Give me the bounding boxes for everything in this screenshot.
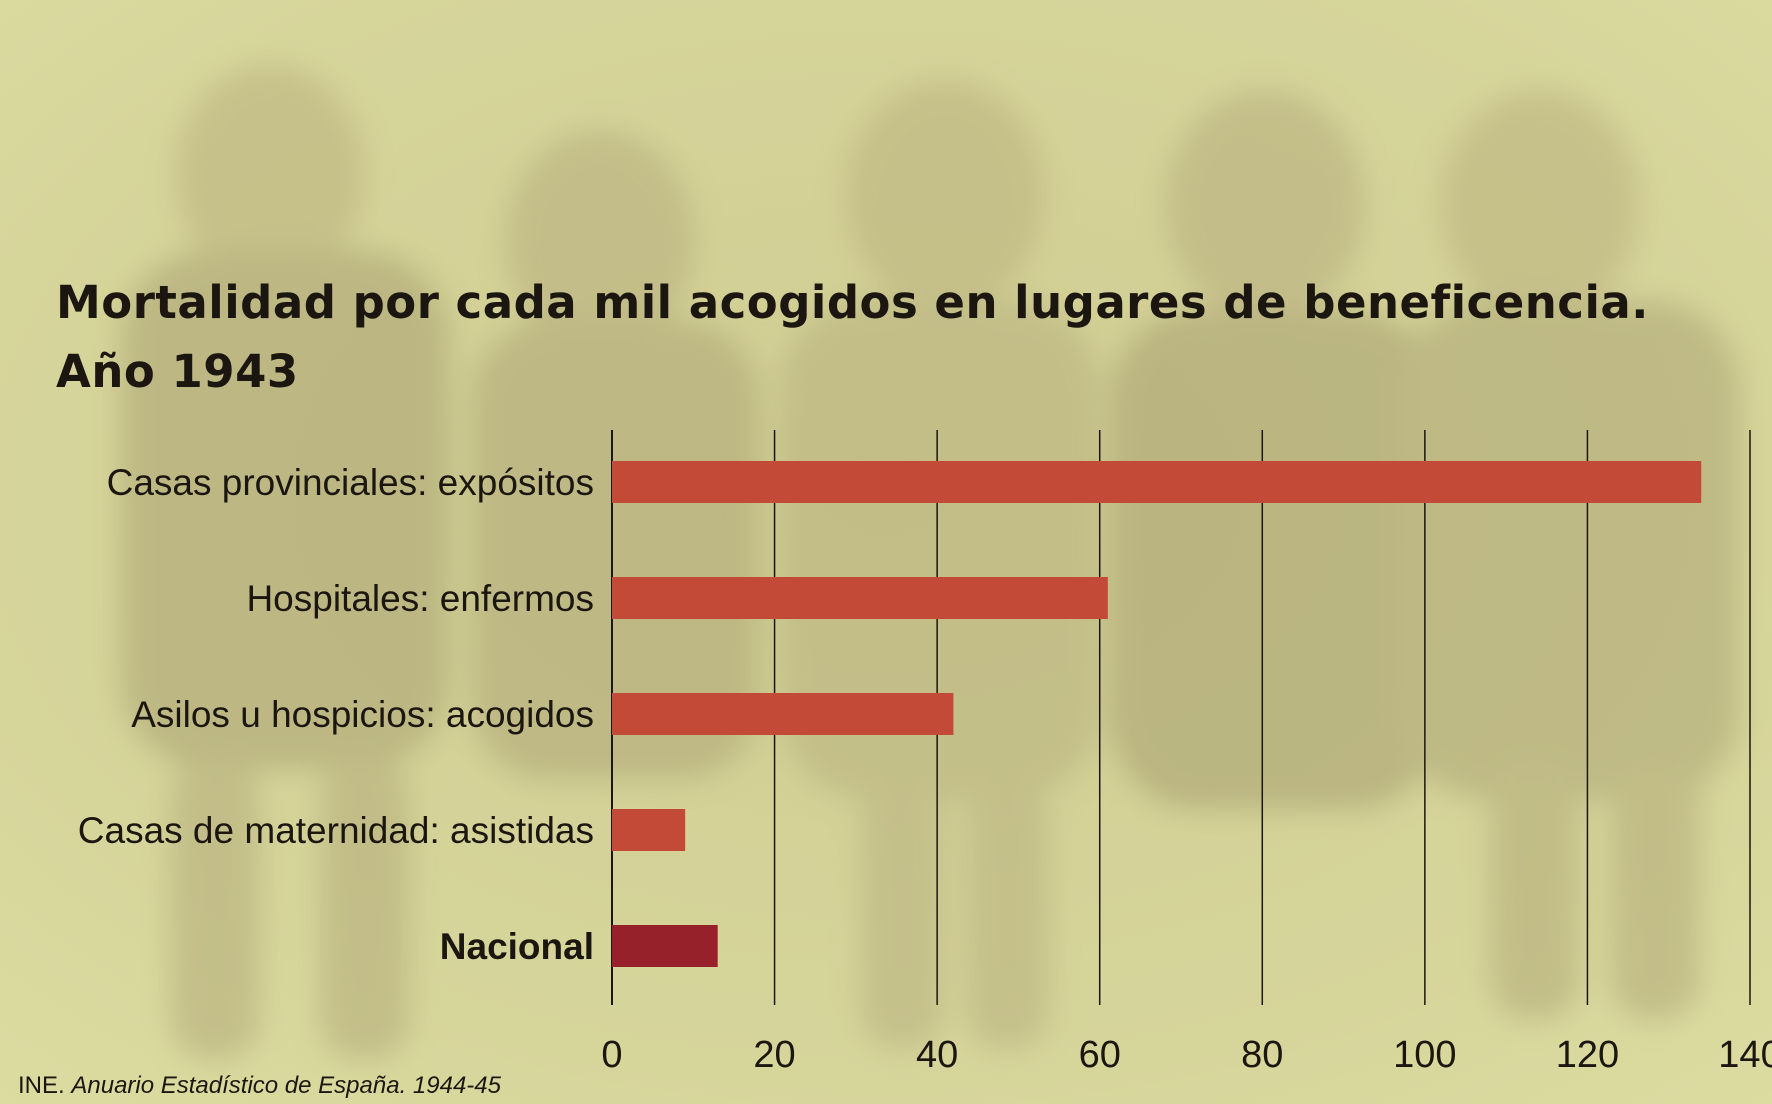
bar: [612, 809, 686, 851]
x-tick-label: 120: [1556, 1034, 1619, 1076]
bar: [612, 577, 1108, 619]
x-tick-labels: 0 20 40 60 80 100 120 140: [601, 1034, 1772, 1076]
x-tick-label: 0: [601, 1034, 622, 1076]
x-tick-label: 40: [916, 1034, 958, 1076]
bar: [612, 693, 954, 735]
category-label: Nacional: [440, 926, 594, 967]
category-labels: Casas provinciales: expósitos Hospitales:…: [78, 462, 594, 967]
bar: [612, 461, 1702, 503]
category-label: Casas provinciales: expósitos: [107, 462, 594, 503]
source-org: INE.: [18, 1072, 65, 1099]
source-note: INE. Anuario Estadístico de España. 1944…: [18, 1072, 501, 1100]
bar: [612, 925, 718, 967]
category-label: Casas de maternidad: asistidas: [78, 810, 594, 851]
x-tick-label: 20: [753, 1034, 795, 1076]
x-tick-label: 100: [1393, 1034, 1456, 1076]
chart-subtitle-year: Año 1943: [56, 345, 299, 398]
x-tick-label: 80: [1241, 1034, 1283, 1076]
source-publication: Anuario Estadístico de España. 1944-45: [71, 1072, 501, 1099]
x-tick-label: 60: [1079, 1034, 1121, 1076]
x-tick-label: 140: [1718, 1034, 1772, 1076]
category-label: Hospitales: enfermos: [246, 578, 594, 619]
category-label: Asilos u hospicios: acogidos: [131, 694, 594, 735]
chart-title: Mortalidad por cada mil acogidos en luga…: [56, 276, 1649, 329]
bars: [612, 461, 1702, 967]
